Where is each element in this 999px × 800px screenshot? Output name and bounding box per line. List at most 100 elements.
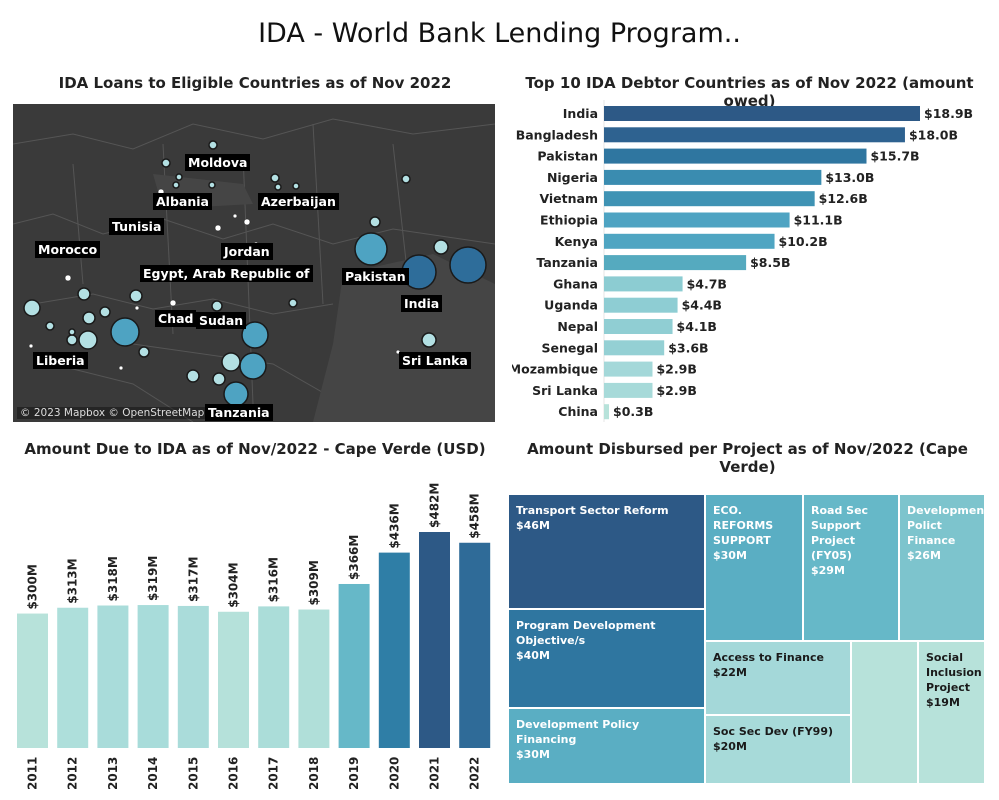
map-bubble[interactable] [175, 173, 183, 181]
map-bubble[interactable] [449, 246, 487, 284]
map-label: Morocco [35, 241, 101, 258]
map-bubble[interactable] [45, 321, 55, 331]
map-bubbles [23, 140, 487, 407]
bar[interactable] [604, 148, 867, 164]
map-bubble[interactable] [64, 274, 72, 282]
treemap-cell-value: $29M [811, 564, 845, 577]
data-label: $12.6B [819, 191, 868, 206]
treemap-cell[interactable]: Social Inclusion Project $19M [918, 641, 985, 784]
map-bubble[interactable] [211, 300, 223, 312]
treemap-cell-name: Social Inclusion Project [926, 651, 982, 694]
bar[interactable] [177, 605, 209, 748]
bar[interactable] [604, 382, 653, 398]
treemap-cell[interactable]: Transport Sector Reform $46M [508, 494, 705, 609]
bar[interactable] [604, 106, 920, 121]
map-bubble[interactable] [68, 328, 76, 336]
map-bubble[interactable] [129, 289, 143, 303]
data-label: $366M [347, 535, 361, 580]
bar[interactable] [419, 532, 450, 748]
treemap-cell[interactable]: Program Development Objective/s $40M [508, 609, 705, 708]
bar[interactable] [604, 404, 610, 420]
map-bubble[interactable] [134, 305, 140, 311]
map-copyright[interactable]: © 2023 Mapbox © OpenStreetMap [17, 407, 208, 419]
map-bubble[interactable] [288, 298, 298, 308]
category-label: Vietnam [539, 191, 598, 206]
bar[interactable] [137, 605, 169, 748]
bar[interactable] [298, 609, 330, 748]
map-bubble[interactable] [354, 232, 388, 266]
map-bubble[interactable] [99, 306, 111, 318]
map-bubble[interactable] [77, 287, 91, 301]
bar[interactable] [604, 169, 822, 185]
map-bubble[interactable] [421, 332, 437, 348]
map-bubble[interactable] [28, 343, 34, 349]
bar[interactable] [97, 605, 129, 748]
tick-label: 2017 [267, 757, 281, 790]
map-bubble[interactable] [270, 173, 280, 183]
bar[interactable] [218, 611, 249, 748]
bar[interactable] [17, 613, 48, 748]
bar[interactable] [604, 276, 683, 292]
map-bubble[interactable] [66, 334, 78, 346]
treemap-cell[interactable]: ECO. REFORMS SUPPORT $30M [705, 494, 803, 641]
bar[interactable] [604, 233, 775, 249]
map-bubble[interactable] [433, 239, 449, 255]
map-bubble[interactable] [243, 218, 251, 226]
map-bubble[interactable] [232, 213, 238, 219]
data-label: $4.4B [682, 298, 722, 313]
map-bubble[interactable] [239, 352, 267, 380]
treemap-cell-name: Development Polict Finance [907, 504, 985, 547]
treemap-title: Amount Disbursed per Project as of Nov/2… [527, 440, 968, 476]
bar[interactable] [604, 255, 747, 271]
bar[interactable] [338, 583, 370, 748]
category-label: Ethiopia [540, 213, 598, 228]
tick-label: 2015 [186, 757, 200, 790]
bar[interactable] [378, 552, 410, 748]
map-bubble[interactable] [401, 174, 411, 184]
treemap-cell[interactable]: Access to Finance $22M [705, 641, 851, 715]
treemap-cell-name: Transport Sector Reform [516, 504, 669, 517]
bar[interactable] [604, 212, 790, 228]
map-bubble[interactable] [223, 381, 249, 407]
map-bubble[interactable] [23, 299, 41, 317]
map-bubble[interactable] [78, 330, 98, 350]
loans-map[interactable]: Moldova Albania Azerbaijan Tunisia Moroc… [13, 104, 495, 422]
treemap-cell[interactable]: Development Polict Finance $26M [899, 494, 985, 641]
bar[interactable] [604, 127, 905, 143]
map-bubble[interactable] [161, 158, 171, 168]
tick-label: 2012 [66, 757, 80, 790]
treemap-cell[interactable]: Road Sec Support Project (FY05) $29M [803, 494, 899, 641]
bar[interactable] [604, 297, 678, 313]
bar[interactable] [604, 361, 653, 377]
map-bubble[interactable] [169, 299, 177, 307]
map-bubble[interactable] [212, 372, 226, 386]
map-bubble[interactable] [208, 140, 218, 150]
bar[interactable] [604, 191, 815, 207]
map-bubble[interactable] [82, 311, 96, 325]
bar[interactable] [459, 542, 491, 748]
bar[interactable] [258, 606, 290, 748]
category-label: Nigeria [547, 170, 598, 185]
map-label: Pakistan [342, 268, 409, 285]
treemap-cell[interactable]: Development Policy Financing $30M [508, 708, 705, 784]
map-bubble[interactable] [118, 365, 124, 371]
bar[interactable] [604, 319, 673, 334]
map-bubble[interactable] [138, 346, 150, 358]
treemap-cell[interactable] [851, 641, 918, 784]
map-bubble[interactable] [292, 182, 300, 190]
map-bubble[interactable] [221, 352, 241, 372]
map-bubble[interactable] [110, 317, 140, 347]
bar[interactable] [604, 340, 665, 356]
map-bubble[interactable] [208, 181, 216, 189]
map-bubble[interactable] [172, 181, 180, 189]
data-label: $304M [227, 562, 241, 607]
map-bubble[interactable] [241, 321, 269, 349]
treemap-cell[interactable]: Soc Sec Dev (FY99) $20M [705, 715, 851, 784]
map-bubble[interactable] [186, 369, 200, 383]
category-label: Tanzania [536, 255, 598, 270]
map-bubble[interactable] [214, 224, 222, 232]
map-bubble[interactable] [274, 183, 282, 191]
bar[interactable] [57, 607, 89, 748]
treemap-cell-value: $30M [516, 748, 550, 761]
map-bubble[interactable] [369, 216, 381, 228]
